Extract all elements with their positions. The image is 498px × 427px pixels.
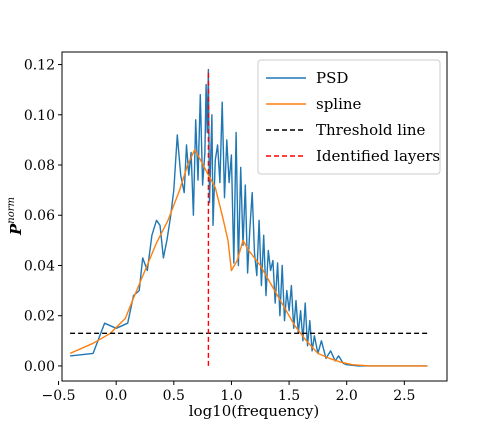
- y-axis-label: Pnorm: [6, 197, 25, 236]
- x-axis-label: log10(frequency): [189, 402, 320, 420]
- y-axis: 0.00 0.02 0.04 0.06 0.08 0.10 0.12: [24, 58, 62, 375]
- y-tick-label: 0.04: [24, 258, 55, 274]
- x-tick-label: 2.5: [393, 388, 415, 404]
- plot-frame: [61, 51, 448, 382]
- legend: PSD spline Threshold line Identified layers: [257, 59, 441, 175]
- x-tick-label: −0.5: [42, 388, 76, 404]
- y-tick-label: 0.02: [24, 309, 55, 325]
- y-tick-label: 0.06: [24, 208, 55, 224]
- legend-label: spline: [316, 95, 362, 113]
- legend-box: [257, 59, 441, 175]
- x-tick-label: 1.5: [278, 388, 300, 404]
- y-tick-label: 0.10: [24, 108, 55, 124]
- y-tick-label: 0.12: [24, 58, 55, 74]
- y-tick-label: 0.00: [24, 359, 55, 375]
- legend-label: Threshold line: [316, 121, 426, 139]
- x-tick-label: 2.0: [336, 388, 358, 404]
- x-tick-label: 0.0: [105, 388, 127, 404]
- legend-label: Identified layers: [316, 147, 440, 165]
- legend-label: PSD: [316, 69, 348, 87]
- x-tick-label: 1.0: [220, 388, 242, 404]
- series-spline: [69, 149, 428, 367]
- series-layer: [69, 68, 428, 367]
- y-tick-label: 0.08: [24, 158, 55, 174]
- x-tick-label: 0.5: [163, 388, 185, 404]
- x-axis: −0.5 0.0 0.5 1.0 1.5 2.0 2.5: [42, 381, 415, 404]
